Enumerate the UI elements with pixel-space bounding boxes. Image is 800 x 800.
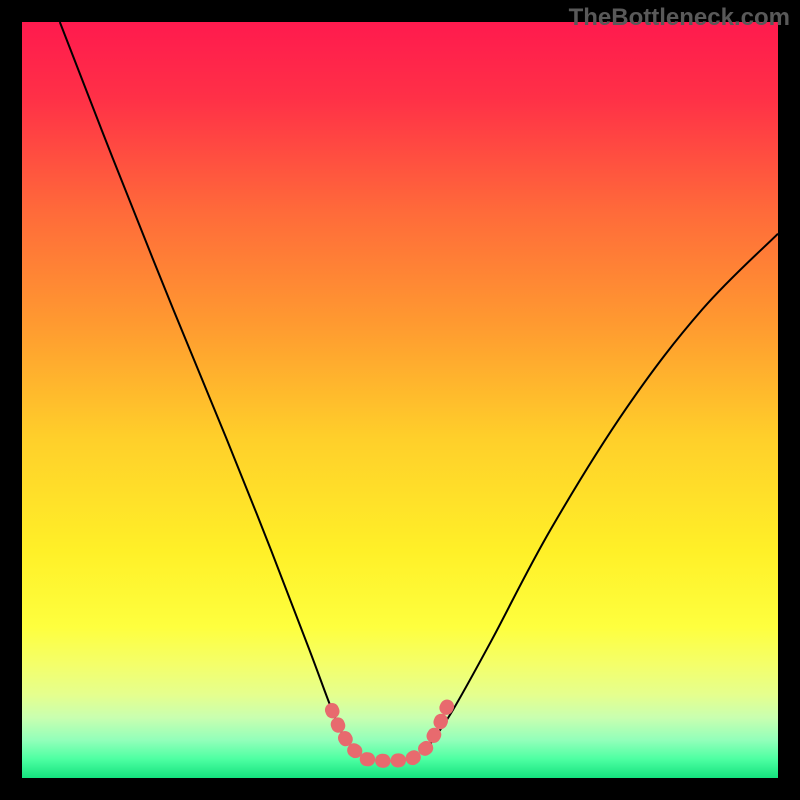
watermark-text: TheBottleneck.com <box>569 4 790 32</box>
gradient-background <box>22 22 778 778</box>
bottleneck-chart <box>0 0 800 800</box>
chart-container: TheBottleneck.com <box>0 0 800 800</box>
